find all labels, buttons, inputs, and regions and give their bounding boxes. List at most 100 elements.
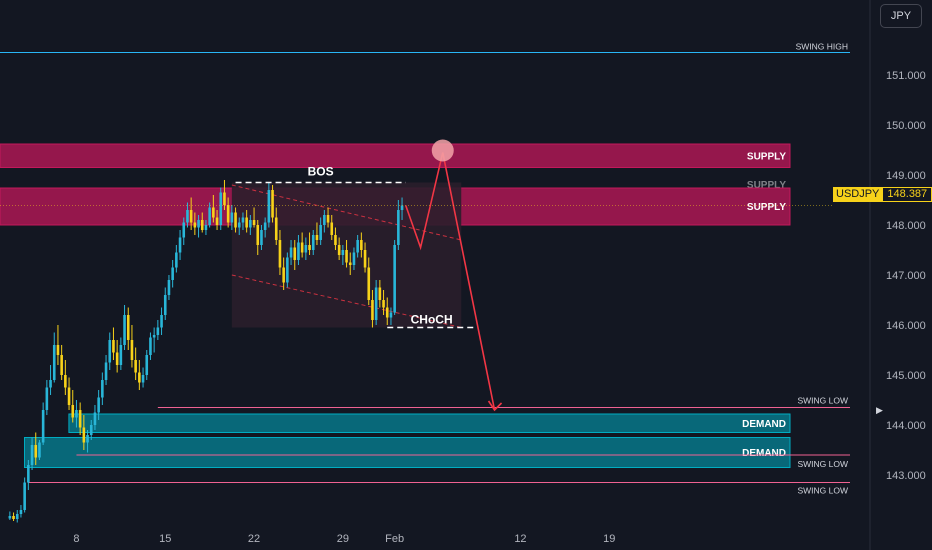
supply-zone — [0, 143, 791, 168]
candle-body — [341, 250, 345, 255]
price-tick-label: 146.000 — [886, 320, 926, 332]
candle-body — [189, 210, 193, 223]
candle-body — [19, 510, 23, 514]
candle-body — [378, 287, 382, 300]
choch-label: CHoCH — [411, 313, 453, 327]
candle-body — [286, 257, 289, 283]
candle-body — [267, 190, 271, 223]
target-marker — [431, 139, 454, 162]
candle-body — [60, 355, 63, 375]
candle-body — [371, 300, 374, 320]
price-tick-label: 151.000 — [886, 70, 926, 82]
candle-body — [197, 220, 200, 228]
candle-body — [219, 192, 223, 225]
time-tick-label: 8 — [73, 533, 79, 545]
bos-label: BOS — [308, 165, 334, 179]
candle-body — [385, 307, 389, 318]
candle-body — [223, 192, 226, 205]
candle-body — [245, 217, 248, 228]
candle-body — [108, 340, 112, 363]
candle-body — [193, 222, 197, 228]
candle-body — [356, 240, 359, 253]
candle-body — [300, 242, 304, 253]
time-tick-label: 22 — [248, 533, 260, 545]
demand-zone-label: DEMAND — [742, 419, 786, 430]
channel-upper-line — [231, 184, 462, 241]
candle-body — [400, 205, 404, 210]
candle-body — [252, 220, 256, 225]
candle-body — [71, 405, 75, 418]
candle-body — [64, 375, 67, 388]
candle-body — [186, 210, 189, 223]
candle-body — [360, 240, 363, 250]
candle-body — [163, 295, 167, 315]
candle-body — [171, 267, 174, 280]
candle-body — [204, 225, 208, 230]
candle-body — [293, 247, 297, 260]
swing-level-label: SWING HIGH — [796, 42, 848, 52]
projection-path — [404, 152, 496, 411]
candle-body — [234, 212, 237, 228]
candle-body — [304, 245, 308, 253]
candle-body — [226, 205, 230, 223]
time-axis[interactable]: 8 15 22 29 Feb 12 19 — [73, 533, 615, 545]
candle-body — [326, 215, 330, 223]
candle-body — [241, 217, 245, 223]
candle-body — [152, 335, 156, 338]
candle-body — [78, 410, 82, 428]
candle-body — [319, 225, 322, 240]
candle-body — [330, 222, 334, 235]
candle-body — [82, 427, 86, 443]
candle-body — [348, 262, 352, 265]
projection-arrowhead — [487, 400, 503, 412]
candle-body — [315, 235, 319, 240]
demand-zone-label: DEMAND — [742, 448, 786, 459]
candle-body — [156, 327, 160, 335]
candle-body — [282, 267, 285, 283]
candle-body — [274, 217, 278, 240]
candle-body — [45, 387, 49, 410]
levels-layer: SWING HIGH SWING LOW SWING LOW SWING LOW — [0, 42, 850, 496]
time-tick-label: 19 — [603, 533, 615, 545]
candle-body — [97, 397, 100, 413]
candle-body — [208, 207, 211, 225]
candle-body — [337, 245, 341, 255]
time-tick-label: 29 — [337, 533, 349, 545]
price-tag-value: 148.387 — [882, 187, 932, 202]
scroll-right-icon[interactable]: ▶ — [876, 405, 883, 415]
candle-body — [260, 230, 263, 245]
swing-level-label: SWING LOW — [797, 396, 848, 406]
candle-body — [334, 235, 337, 245]
candle-body — [363, 250, 367, 268]
candle-body — [237, 222, 241, 228]
candle-body — [345, 250, 348, 263]
demand-zone — [68, 413, 791, 433]
currency-button[interactable]: JPY — [880, 4, 922, 28]
demand-zone — [24, 437, 791, 468]
supply-zone-label: SUPPLY — [747, 151, 786, 162]
candle-body — [141, 375, 145, 383]
swing-level-label: SWING LOW — [797, 486, 848, 496]
projection-layer — [404, 139, 503, 412]
time-tick-label: 12 — [514, 533, 526, 545]
candle-body — [393, 245, 396, 313]
candle-body — [56, 345, 60, 355]
candle-body — [30, 445, 34, 465]
candle-body — [367, 267, 371, 300]
price-tick-label: 149.000 — [886, 170, 926, 182]
price-tick-label: 145.000 — [886, 370, 926, 382]
candle-body — [352, 252, 356, 265]
candle-body — [149, 337, 152, 355]
candle-body — [263, 222, 267, 230]
candle-body — [86, 435, 89, 443]
candle-body — [278, 240, 282, 268]
price-tick-label: 147.000 — [886, 270, 926, 282]
candle-body — [256, 225, 260, 245]
candle-body — [175, 252, 178, 268]
candle-body — [249, 220, 252, 228]
candle-body — [167, 280, 171, 295]
candle-body — [323, 215, 326, 225]
swing-level-label: SWING LOW — [797, 459, 848, 469]
